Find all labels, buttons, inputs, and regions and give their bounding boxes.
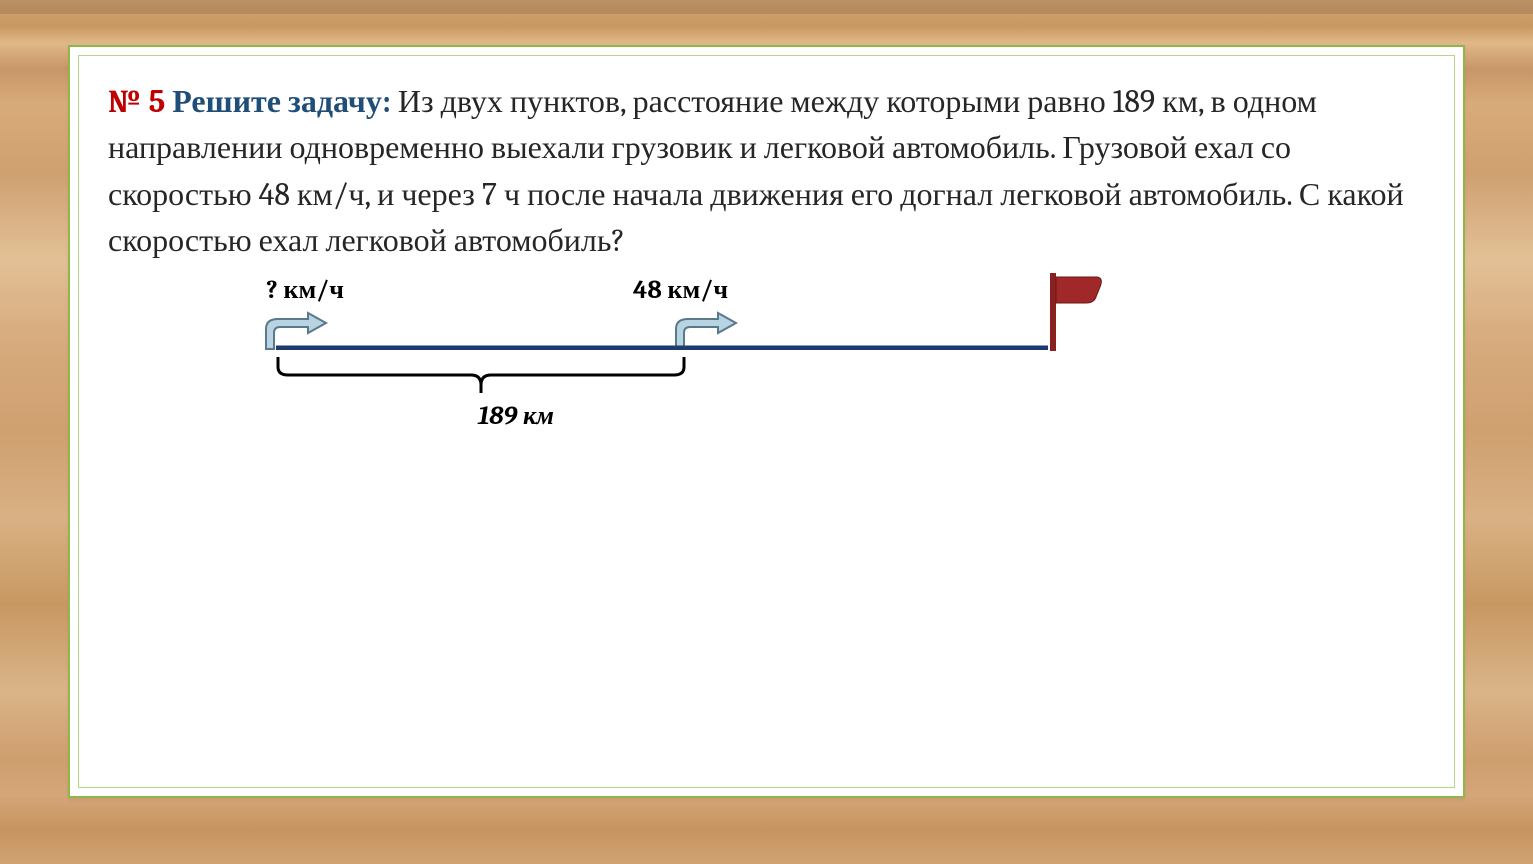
diagram: ? км/ч 48 км/ч 189 км bbox=[108, 275, 1425, 475]
solve-label: Решите задачу: bbox=[172, 83, 391, 120]
track-line bbox=[108, 345, 1308, 350]
speed-unknown-label: ? км/ч bbox=[266, 275, 344, 305]
problem-text: № 5 Решите задачу: Из двух пунктов, расс… bbox=[108, 79, 1425, 265]
slide-card: № 5 Решите задачу: Из двух пунктов, расс… bbox=[68, 45, 1465, 798]
distance-brace-icon bbox=[108, 353, 1308, 403]
finish-flag-icon bbox=[1048, 273, 1108, 353]
speed-known-label: 48 км/ч bbox=[633, 275, 728, 305]
problem-number: № 5 bbox=[108, 83, 165, 120]
distance-label: 189 км bbox=[478, 401, 554, 431]
